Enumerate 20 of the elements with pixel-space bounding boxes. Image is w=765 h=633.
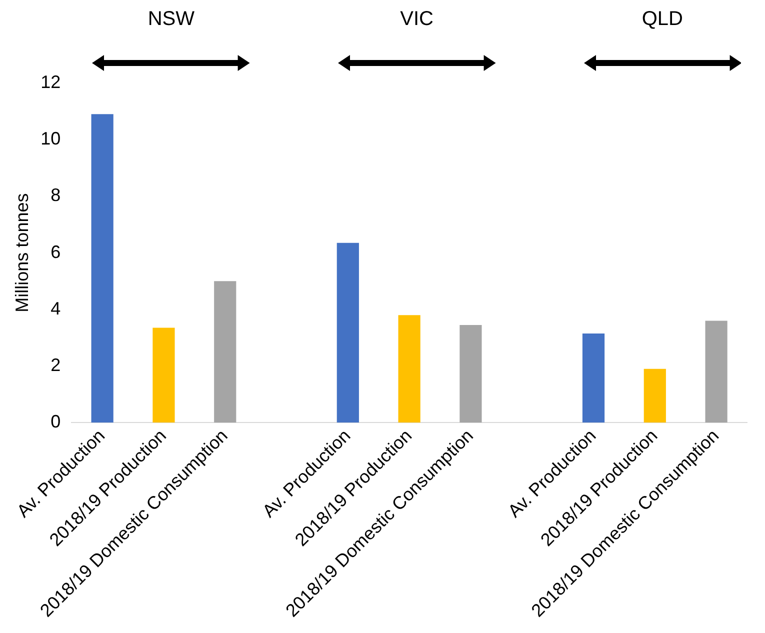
y-tick-label: 6 bbox=[50, 242, 61, 262]
bar bbox=[460, 324, 482, 423]
bar bbox=[705, 320, 728, 423]
y-tick-label: 12 bbox=[40, 72, 61, 92]
y-tick-label: 4 bbox=[50, 298, 61, 318]
bar bbox=[91, 114, 114, 423]
bar bbox=[214, 281, 236, 423]
y-tick-label: 10 bbox=[40, 128, 61, 149]
bar bbox=[398, 315, 420, 423]
y-axis-title: Millions tonnes bbox=[12, 193, 32, 312]
y-tick-label: 0 bbox=[50, 412, 61, 432]
y-tick-label: 2 bbox=[50, 354, 61, 375]
bar bbox=[644, 368, 666, 423]
bar bbox=[152, 328, 175, 423]
bar bbox=[582, 333, 605, 423]
y-tick-label: 8 bbox=[50, 185, 61, 206]
text: VIC bbox=[399, 8, 434, 31]
text: QLD bbox=[640, 8, 684, 31]
bar bbox=[336, 242, 359, 423]
text: NSW bbox=[146, 8, 196, 31]
